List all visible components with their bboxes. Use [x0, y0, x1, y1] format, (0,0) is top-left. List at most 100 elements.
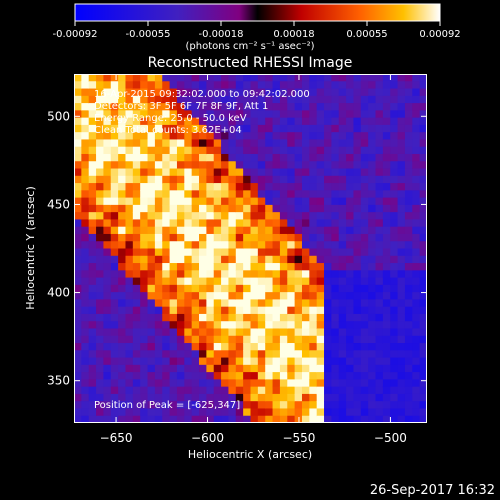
heatmap-cell	[132, 175, 141, 184]
heatmap-cell	[81, 132, 90, 141]
heatmap-cell	[118, 263, 127, 271]
heatmap-cell	[162, 343, 171, 351]
heatmap-cell	[176, 161, 185, 170]
heatmap-cell	[206, 146, 215, 155]
heatmap-cell	[176, 212, 185, 221]
heatmap-cell	[294, 132, 303, 141]
heatmap-cell	[390, 153, 399, 162]
heatmap-cell	[103, 146, 112, 155]
heatmap-cell	[132, 328, 141, 337]
heatmap-cell	[419, 343, 427, 351]
heatmap-cell	[419, 95, 427, 104]
heatmap-cell	[103, 335, 112, 344]
colorbar-tick-label: -0.00055	[126, 29, 171, 40]
heatmap-cell	[390, 277, 399, 286]
heatmap-cell	[382, 139, 391, 148]
heatmap-cell	[154, 212, 163, 221]
heatmap-cell	[419, 328, 427, 337]
heatmap-cell	[132, 139, 141, 148]
heatmap-cell	[419, 277, 427, 286]
heatmap-cell	[199, 379, 207, 388]
heatmap-cell	[287, 277, 296, 286]
heatmap-cell	[96, 212, 105, 221]
heatmap-cell	[235, 343, 244, 351]
heatmap-cell	[346, 219, 355, 228]
heatmap-cell	[309, 292, 318, 300]
heatmap-cell	[206, 103, 215, 111]
heatmap-cell	[118, 190, 127, 199]
heatmap-cell	[272, 74, 281, 82]
heatmap-cell	[287, 357, 296, 366]
heatmap-cell	[235, 88, 244, 97]
heatmap-cell	[287, 270, 296, 279]
heatmap-cell	[191, 241, 200, 250]
heatmap-cell	[287, 146, 296, 155]
heatmap-cell	[375, 153, 384, 162]
heatmap-cell	[221, 299, 230, 308]
heatmap-cell	[169, 321, 178, 330]
heatmap-cell	[382, 248, 391, 257]
heatmap-cell	[199, 117, 207, 126]
heatmap-cell	[243, 335, 252, 344]
heatmap-cell	[213, 124, 222, 133]
heatmap-cell	[360, 139, 369, 148]
heatmap-cell	[272, 306, 281, 315]
heatmap-cell	[74, 386, 82, 395]
heatmap-cell	[338, 146, 347, 155]
heatmap-cell	[382, 277, 391, 286]
heatmap-cell	[184, 350, 193, 359]
heatmap-cell	[346, 306, 355, 315]
heatmap-cell	[228, 117, 237, 126]
heatmap-cell	[397, 415, 406, 423]
heatmap-cell	[250, 364, 259, 373]
heatmap-cell	[81, 379, 90, 388]
heatmap-cell	[265, 168, 274, 177]
heatmap-cell	[397, 219, 406, 228]
heatmap-cell	[88, 248, 97, 257]
heatmap-cell	[103, 270, 112, 279]
heatmap-cell	[294, 408, 303, 417]
heatmap-cell	[382, 226, 391, 235]
heatmap-cell	[154, 263, 163, 271]
heatmap-cell	[404, 74, 413, 82]
heatmap-cell	[301, 263, 310, 271]
heatmap-cell	[265, 153, 274, 162]
heatmap-cell	[287, 168, 296, 177]
heatmap-cell	[346, 132, 355, 141]
heatmap-cell	[235, 408, 244, 417]
heatmap-cell	[316, 401, 325, 410]
heatmap-cell	[96, 372, 105, 380]
heatmap-cell	[316, 197, 325, 206]
heatmap-cell	[397, 117, 406, 126]
heatmap-cell	[301, 103, 310, 111]
heatmap-cell	[184, 255, 193, 264]
heatmap-cell	[412, 197, 421, 206]
heatmap-cell	[331, 328, 340, 337]
heatmap-cell	[301, 132, 310, 141]
heatmap-cell	[346, 284, 355, 293]
heatmap-cell	[301, 277, 310, 286]
heatmap-cell	[162, 372, 171, 380]
heatmap-cell	[96, 88, 105, 97]
heatmap-cell	[96, 74, 105, 82]
heatmap-cell	[191, 153, 200, 162]
heatmap-cell	[338, 328, 347, 337]
heatmap-cell	[265, 74, 274, 82]
heatmap-cell	[169, 313, 178, 322]
heatmap-cell	[331, 270, 340, 279]
heatmap-cell	[368, 343, 377, 351]
heatmap-cell	[309, 241, 318, 250]
heatmap-cell	[265, 212, 274, 221]
heatmap-cell	[96, 306, 105, 315]
heatmap-cell	[331, 175, 340, 184]
heatmap-cell	[213, 183, 222, 191]
heatmap-cell	[309, 343, 318, 351]
heatmap-cell	[235, 292, 244, 300]
heatmap-cell	[316, 415, 325, 423]
heatmap-cell	[412, 110, 421, 119]
heatmap-cell	[390, 328, 399, 337]
heatmap-cell	[375, 306, 384, 315]
heatmap-cell	[199, 81, 207, 90]
heatmap-cell	[331, 277, 340, 286]
heatmap-cell	[397, 175, 406, 184]
